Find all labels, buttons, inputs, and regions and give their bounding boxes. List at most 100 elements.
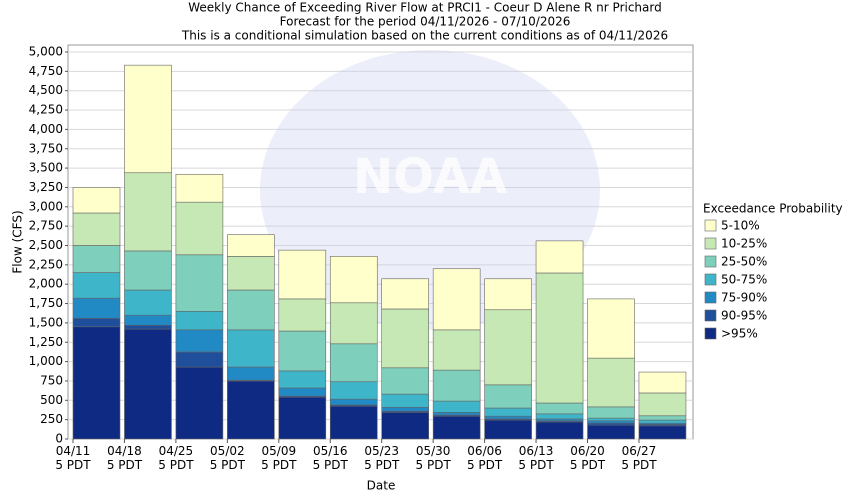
bar-segment [432,329,481,371]
bar-segment [381,393,430,408]
bar-segment [124,172,172,252]
bar-segment [72,326,121,440]
y-tick-label: 2,000 [29,277,63,291]
bar-segment [484,407,532,417]
legend-label: 5-10% [721,219,760,233]
x-tick-label: 05/02 5 PDT [210,444,246,472]
legend-swatch [704,237,717,250]
x-tick-label: 04/18 5 PDT [107,444,143,472]
bar-segment [124,314,172,326]
bar-segment [124,250,172,291]
bar-segment [175,310,224,331]
y-tick-label: 500 [40,393,63,407]
bar-segment [329,343,378,383]
bar-segment [278,387,327,397]
legend-label: 90-95% [721,309,767,323]
bar-segment [484,278,532,311]
bar-segment [227,329,275,368]
x-tick-label: 04/25 5 PDT [158,444,194,472]
chart-title: Weekly Chance of Exceeding River Flow at… [188,1,661,15]
y-axis-label: Flow (CFS) [11,210,25,273]
y-tick-label: 1,750 [29,296,63,310]
bar-segment [484,415,532,420]
bar-segment [278,249,327,300]
bar-segment [278,298,327,332]
legend-swatch [704,327,717,340]
bar-segment [535,272,584,404]
bar-segment [72,245,121,273]
bar-segment [587,417,635,422]
bar-segment [72,272,121,299]
bar-segment [175,254,224,312]
bar-segment [432,369,481,402]
legend-title: Exceedance Probability [703,202,843,216]
bar-segment [535,240,584,274]
bar-segment [432,400,481,413]
chart-subtitle: This is a conditional simulation based o… [181,29,668,43]
bar-segment [638,392,687,417]
bar-segment [278,370,327,389]
bar-segment [432,411,481,416]
bar-segment [329,302,378,345]
legend-label: 10-25% [721,237,767,251]
bar-segment [329,398,378,406]
bar-segment [587,420,635,424]
bar-segment [124,324,172,330]
bar-segment [72,297,121,319]
bar-segment [432,268,481,331]
x-tick-label: 06/06 5 PDT [467,444,503,472]
chart-subtitle: Forecast for the period 04/11/2026 - 07/… [280,15,571,29]
legend-swatch [704,219,717,232]
legend-swatch [704,273,717,286]
bar-segment [72,187,121,214]
y-tick-label: 4,750 [29,64,63,78]
y-tick-label: 3,750 [29,141,63,155]
bar-segment [227,234,275,257]
x-tick-label: 06/27 5 PDT [621,444,657,472]
bar-segment [484,384,532,409]
bar-segment [535,413,584,420]
bar-segment [484,309,532,386]
bar-segment [175,329,224,353]
y-tick-label: 4,500 [29,83,63,97]
y-tick-label: 2,500 [29,238,63,252]
y-tick-label: 0 [55,432,63,446]
bar-segment [124,64,172,174]
bar-segment [587,406,635,419]
bar-segment [535,402,584,415]
legend-label: >95% [721,327,758,341]
x-tick-label: 06/20 5 PDT [570,444,606,472]
x-tick-label: 05/23 5 PDT [364,444,400,472]
bar-segment [381,308,430,369]
bar-segment [638,419,687,424]
legend-swatch [704,255,717,268]
bar-segment [329,405,378,440]
bar-segment [381,367,430,395]
bar-segment [535,421,584,440]
y-tick-label: 5,000 [29,45,63,59]
x-tick-label: 04/11 5 PDT [55,444,91,472]
bar-segment [432,415,481,440]
x-axis-label: Date [367,479,396,493]
y-tick-label: 4,000 [29,122,63,136]
bar-segment [175,351,224,368]
y-tick-label: 250 [40,412,63,426]
y-tick-label: 1,000 [29,354,63,368]
watermark: NOAA [353,149,507,205]
bar-segment [227,256,275,291]
y-tick-label: 750 [40,373,63,387]
x-tick-label: 05/09 5 PDT [261,444,297,472]
bar-segment [124,289,172,316]
bar-segment [227,289,275,331]
legend-swatch [704,309,717,322]
bar-segment [72,212,121,246]
bar-segment [124,328,172,440]
bar-segment [587,298,635,359]
x-tick-label: 06/13 5 PDT [518,444,554,472]
bar-segment [638,425,687,440]
x-tick-label: 05/16 5 PDT [313,444,349,472]
bar-segment [638,371,687,394]
y-tick-label: 4,250 [29,103,63,117]
bar-segment [587,424,635,440]
